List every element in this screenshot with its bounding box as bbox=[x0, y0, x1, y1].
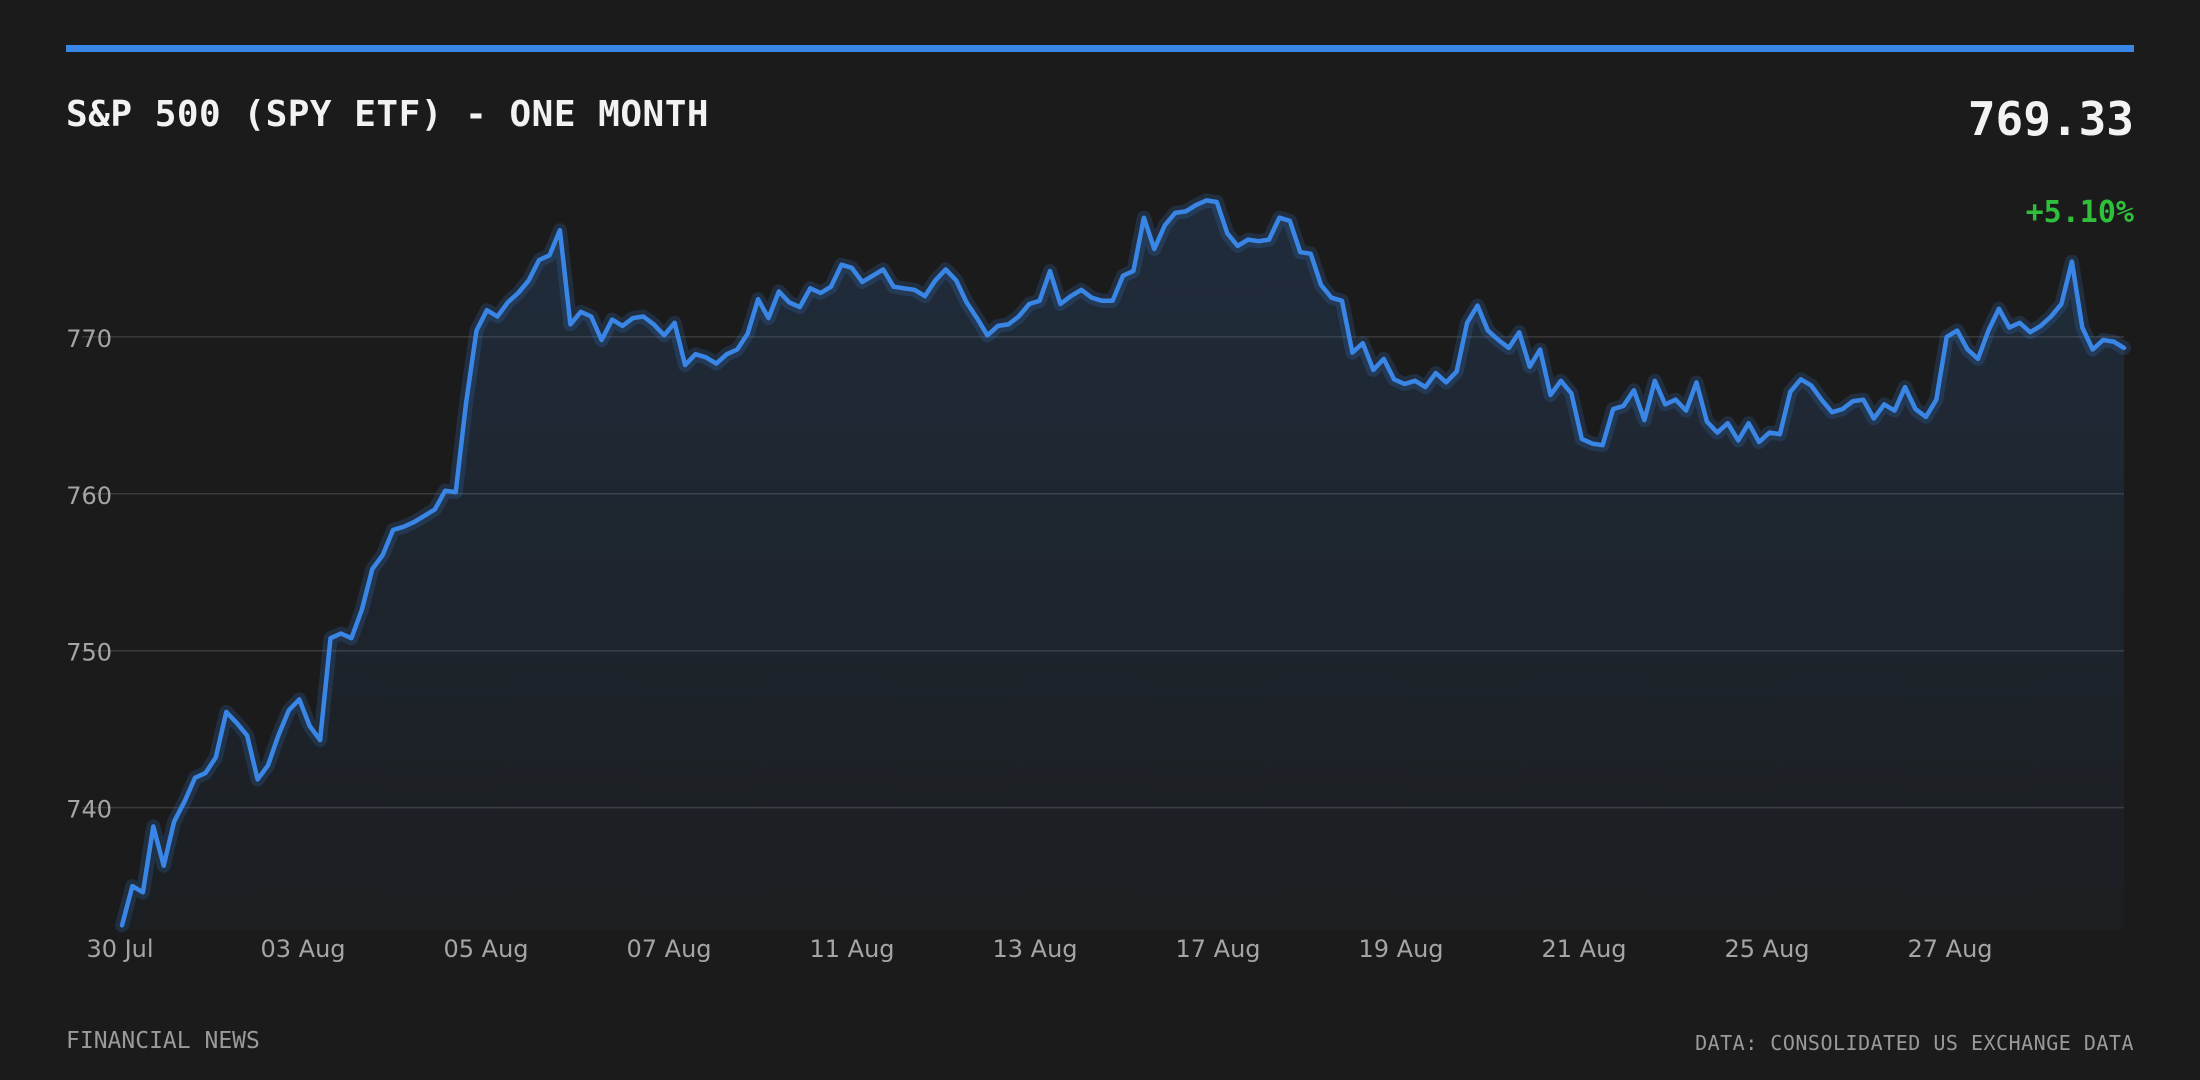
x-tick-label: 05 Aug bbox=[443, 935, 528, 963]
price-change: +5.10% bbox=[2025, 195, 2134, 230]
y-tick-label: 750 bbox=[66, 639, 112, 667]
x-tick-label: 27 Aug bbox=[1907, 935, 1992, 963]
y-tick-label: 740 bbox=[66, 796, 112, 824]
accent-bar bbox=[66, 45, 2134, 52]
chart-title: S&P 500 (SPY ETF) - ONE MONTH bbox=[66, 94, 710, 135]
x-tick-label: 11 Aug bbox=[809, 935, 894, 963]
x-tick-label: 07 Aug bbox=[626, 935, 711, 963]
last-price: 769.33 bbox=[1967, 92, 2134, 146]
x-tick-label: 17 Aug bbox=[1175, 935, 1260, 963]
x-tick-label: 03 Aug bbox=[260, 935, 345, 963]
area-fill bbox=[122, 200, 2124, 930]
source-left: FINANCIAL NEWS bbox=[66, 1028, 260, 1054]
x-tick-label: 25 Aug bbox=[1724, 935, 1809, 963]
x-tick-label: 21 Aug bbox=[1541, 935, 1626, 963]
x-tick-label: 19 Aug bbox=[1358, 935, 1443, 963]
x-tick-label: 13 Aug bbox=[992, 935, 1077, 963]
x-tick-label: 30 Jul bbox=[86, 935, 153, 963]
price-line bbox=[119, 198, 2127, 928]
y-tick-label: 760 bbox=[66, 482, 112, 510]
source-right: DATA: CONSOLIDATED US EXCHANGE DATA bbox=[1695, 1031, 2134, 1055]
y-tick-label: 770 bbox=[66, 325, 112, 353]
